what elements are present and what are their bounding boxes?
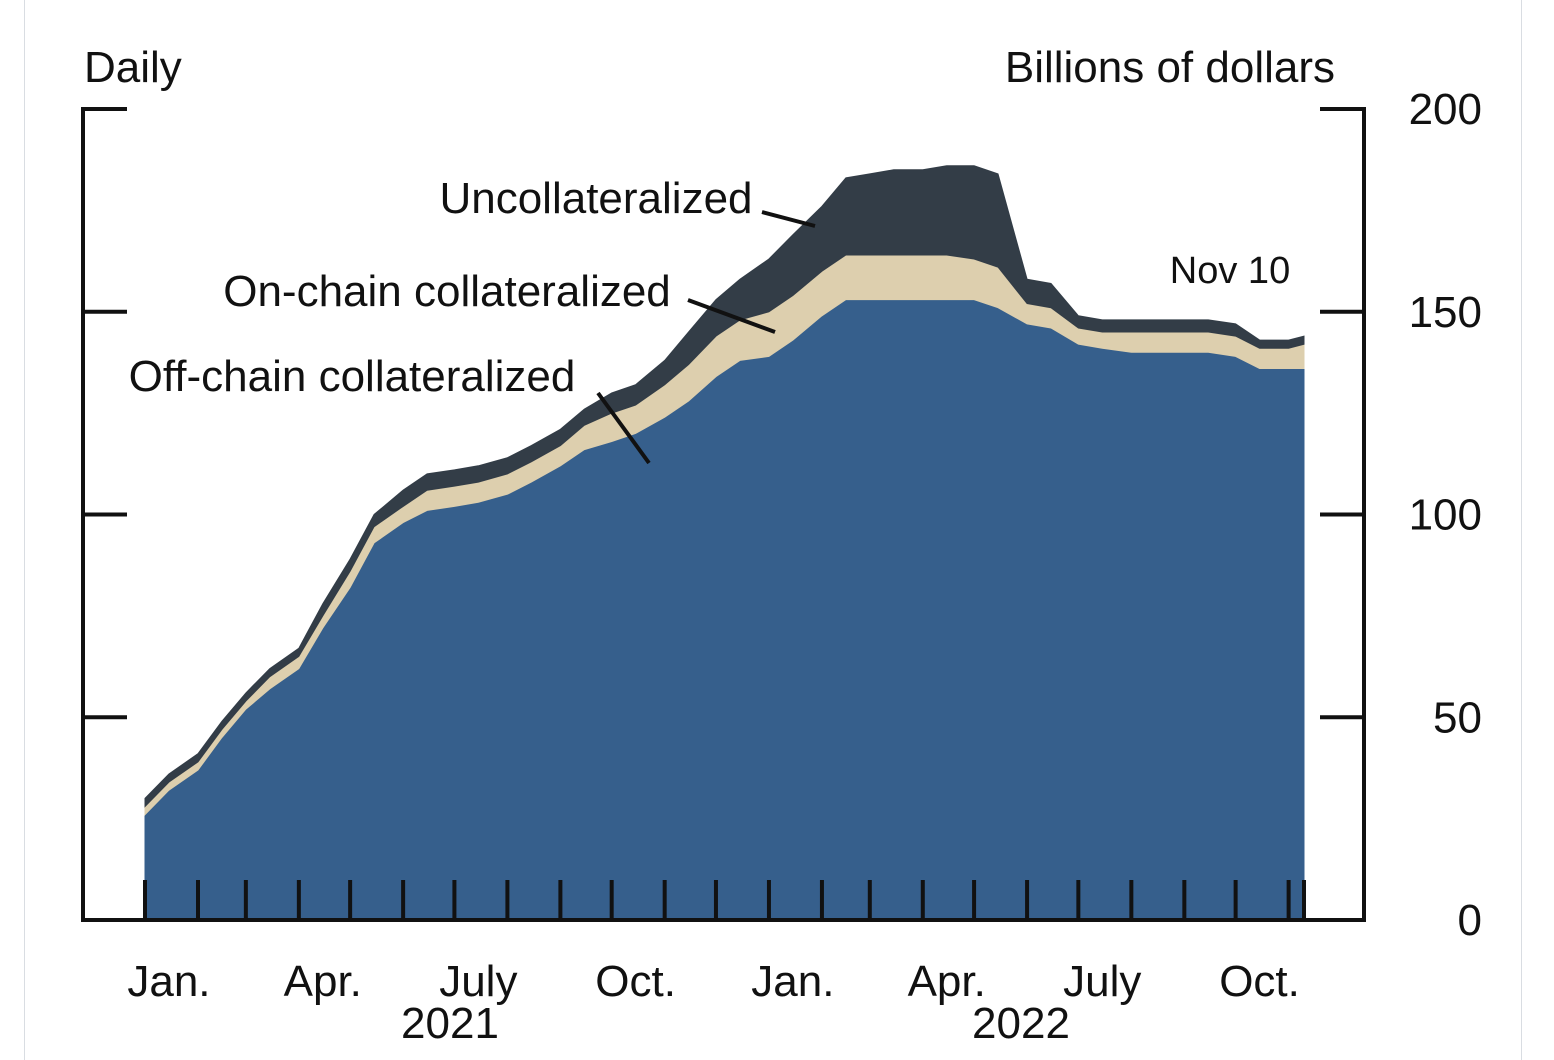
x-tick-label-0: Jan. (127, 957, 210, 1006)
axes: 0 50 100 150 200 (81, 85, 1482, 945)
annotation-uncollateralized: Uncollateralized (439, 174, 752, 223)
area-uncollateralized (144, 165, 1305, 808)
x-tick-marks: Jan. Apr. July Oct. Jan. Apr. July Oct. (127, 880, 1306, 1006)
x-tick-label-1: Apr. (284, 957, 362, 1006)
chart-frame (24, 0, 1522, 1060)
leader-line-off-chain (596, 391, 651, 465)
x-tick-label-3: Oct. (595, 957, 676, 1006)
annotation-on-chain-collateralized: On-chain collateralized (223, 267, 671, 316)
year-label-2021: 2021 (401, 999, 499, 1048)
x-tick-label-7: Oct. (1219, 957, 1300, 1006)
annotation-leader-lines (596, 210, 816, 465)
leader-line-on-chain (687, 298, 776, 334)
y-axis-label: Billions of dollars (1005, 43, 1335, 92)
series-areas (144, 165, 1305, 921)
annotation-end-date: Nov 10 (1170, 250, 1290, 292)
y-tick-label-100: 100 (1409, 491, 1482, 540)
x-tick-label-5: Apr. (908, 957, 986, 1006)
annotation-off-chain-collateralized: Off-chain collateralized (129, 352, 576, 401)
x-tick-label-6: July (1063, 957, 1141, 1006)
x-tick-label-2: July (439, 957, 517, 1006)
leader-line-uncollateralized (761, 210, 816, 228)
text-labels: Daily Billions of dollars Uncollateraliz… (84, 43, 1335, 1048)
y-tick-label-0: 0 (1458, 896, 1482, 945)
frequency-label: Daily (84, 43, 182, 92)
year-label-2022: 2022 (972, 999, 1070, 1048)
y-tick-label-200: 200 (1409, 85, 1482, 134)
y-tick-label-50: 50 (1433, 693, 1482, 742)
y-tick-label-150: 150 (1409, 288, 1482, 337)
x-tick-label-4: Jan. (751, 957, 834, 1006)
